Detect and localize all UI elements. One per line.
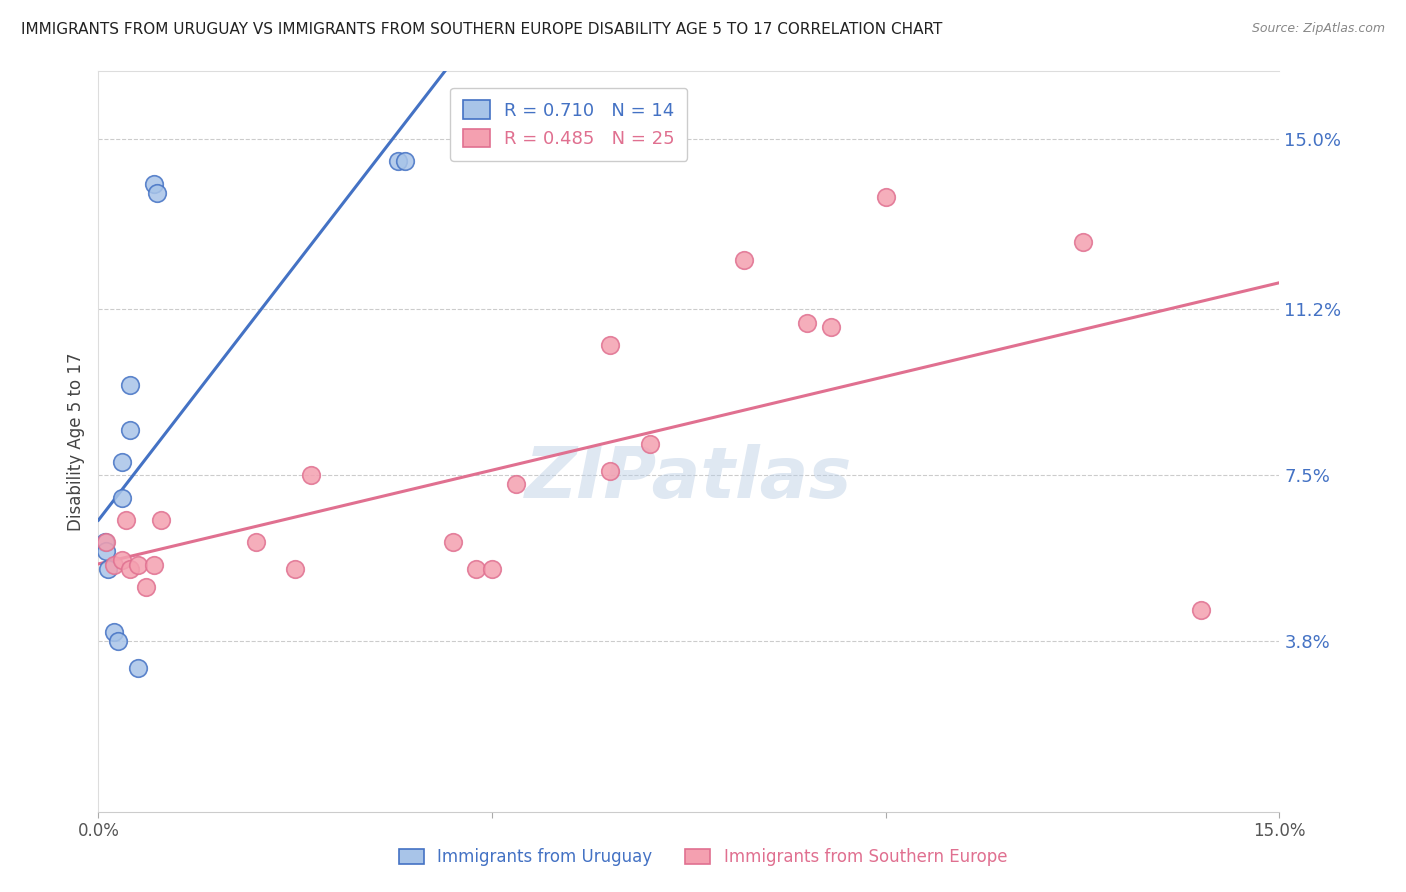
Point (1071, 235, 1094, 249)
Point (299, 468, 322, 483)
Text: Source: ZipAtlas.com: Source: ZipAtlas.com (1251, 22, 1385, 36)
Point (733, 252, 755, 267)
Point (820, 320, 842, 334)
Point (387, 154, 409, 169)
Point (394, 154, 416, 169)
Point (111, 455, 134, 469)
Y-axis label: Disability Age 5 to 17: Disability Age 5 to 17 (66, 352, 84, 531)
Point (115, 513, 138, 527)
Point (111, 553, 134, 567)
Text: IMMIGRANTS FROM URUGUAY VS IMMIGRANTS FROM SOUTHERN EUROPE DISABILITY AGE 5 TO 1: IMMIGRANTS FROM URUGUAY VS IMMIGRANTS FR… (21, 22, 942, 37)
Point (135, 580, 157, 594)
Point (465, 562, 488, 576)
Point (111, 491, 134, 505)
Point (1189, 603, 1212, 617)
Point (142, 177, 165, 191)
Legend: Immigrants from Uruguay, Immigrants from Southern Europe: Immigrants from Uruguay, Immigrants from… (391, 840, 1015, 875)
Point (638, 437, 661, 451)
Point (875, 190, 897, 204)
Point (97, 562, 120, 576)
Point (481, 562, 503, 576)
Point (107, 634, 129, 648)
Point (127, 558, 149, 572)
Point (505, 477, 527, 491)
Point (96, 535, 118, 549)
Point (93, 535, 115, 549)
Point (146, 186, 169, 200)
Point (96, 544, 118, 558)
Point (118, 562, 141, 576)
Point (599, 464, 621, 478)
Legend: R = 0.710   N = 14, R = 0.485   N = 25: R = 0.710 N = 14, R = 0.485 N = 25 (450, 87, 688, 161)
Point (103, 558, 125, 572)
Point (284, 562, 307, 576)
Point (118, 378, 141, 392)
Point (796, 316, 818, 330)
Point (441, 535, 464, 549)
Point (599, 338, 621, 352)
Point (150, 513, 173, 527)
Point (127, 661, 149, 675)
Point (245, 535, 267, 549)
Text: ZIPatlas: ZIPatlas (526, 444, 852, 513)
Point (103, 625, 125, 640)
Point (118, 423, 141, 437)
Point (142, 558, 165, 572)
